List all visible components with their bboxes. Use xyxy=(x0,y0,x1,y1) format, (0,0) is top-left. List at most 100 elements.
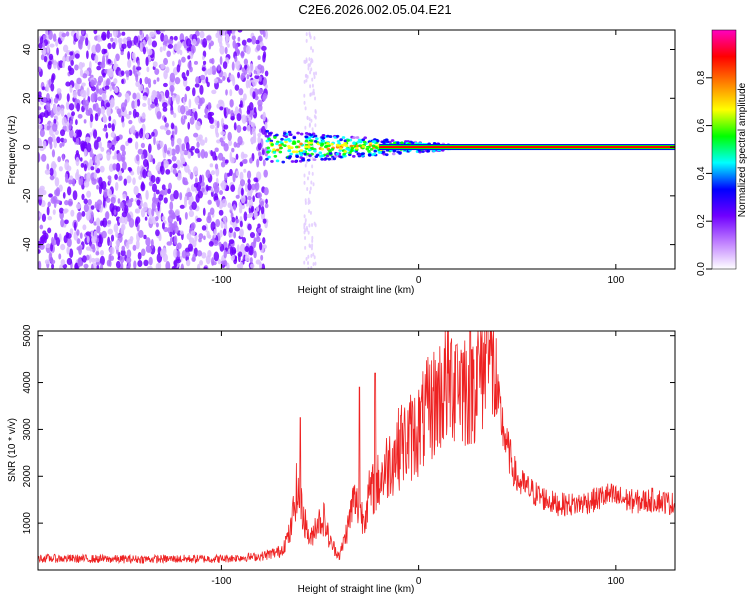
spectrogram-noise-cell xyxy=(70,209,75,217)
spectrogram-noise-cell xyxy=(156,77,160,82)
spectrogram-noise-cell xyxy=(83,263,89,269)
spectrogram-noise-cell xyxy=(97,80,102,86)
spectrogram-noise-cell xyxy=(107,236,111,247)
spectrogram-noise-cell xyxy=(70,59,74,66)
figure-title: C2E6.2026.002.05.04.E21 xyxy=(298,2,451,17)
spectrogram-signal-cell xyxy=(272,148,276,152)
spectrogram-noise-cell xyxy=(66,257,73,266)
spectrogram-noise-cell xyxy=(183,76,188,81)
spectrogram-noise-cell xyxy=(147,48,153,56)
spectrogram-noise-cell xyxy=(161,222,165,230)
spectrogram-y-label: Frequency (Hz) xyxy=(7,116,18,185)
spectrogram-signal-cell xyxy=(296,140,301,143)
spectrogram-noise-cell xyxy=(147,78,151,85)
spectrogram-noise-cell xyxy=(187,243,193,252)
spectrogram-noise-cell xyxy=(181,157,186,165)
spectrogram-noise-cell xyxy=(261,263,266,269)
spectrogram-noise-cell xyxy=(155,229,160,237)
spectrogram-signal-cell xyxy=(313,139,318,143)
spectrogram-noise-cell xyxy=(217,99,224,105)
spectrogram-noise-cell xyxy=(138,229,144,238)
spectrogram-noise-cell xyxy=(68,179,73,185)
spectrogram-noise-cell xyxy=(257,136,261,144)
spectrogram-noise-cell xyxy=(83,198,88,205)
spectrogram-noise-cell xyxy=(135,80,140,88)
spectrogram-noise-cell xyxy=(247,196,252,201)
spectrogram-noise-cell xyxy=(121,245,126,252)
spectrogram-noise-cell xyxy=(305,32,308,37)
spectrogram-noise-cell xyxy=(262,111,266,122)
spectrogram-noise-cell xyxy=(112,155,116,160)
spectrogram-noise-cell xyxy=(62,209,68,214)
spectrogram-noise-cell xyxy=(145,189,149,200)
spectrogram-noise-cell xyxy=(176,172,182,181)
spectrogram-noise-cell xyxy=(83,148,87,157)
spectrogram-noise-cell xyxy=(249,257,253,264)
spectrogram-noise-cell xyxy=(113,209,117,216)
spectrogram-noise-cell xyxy=(93,30,98,35)
spectrogram-noise-cell xyxy=(262,159,266,167)
spectrogram-noise-cell xyxy=(314,96,317,101)
snr-panel: -100 0 100 1000 2000 3000 4000 5000 Height of … xyxy=(7,324,676,595)
spectrogram-noise-cell xyxy=(165,261,171,269)
spectrogram-signal-cell xyxy=(362,140,367,144)
spectrogram-noise-cell xyxy=(83,203,89,213)
spectrogram-noise-cell xyxy=(62,44,69,53)
spectrogram-signal-cell xyxy=(278,140,283,144)
spectrogram-noise-cell xyxy=(307,66,310,71)
spectrogram-signal-cell xyxy=(355,136,360,139)
spectrogram-noise-cell xyxy=(179,49,183,56)
spectrogram-noise-cell xyxy=(60,259,66,266)
spectrogram-noise-cell xyxy=(235,60,241,70)
spectrogram-noise-cell xyxy=(44,109,49,119)
spectrogram-noise-cell xyxy=(205,255,211,265)
spectrogram-noise-cell xyxy=(100,106,106,115)
colorbar-tick-label: 0.0 xyxy=(696,262,707,276)
spectrogram-noise-cell xyxy=(42,42,46,48)
spectrogram-noise-cell xyxy=(174,76,181,85)
spectrogram-noise-cell xyxy=(231,30,236,37)
spectrogram-noise-cell xyxy=(310,57,313,62)
spectrogram-signal-cell xyxy=(270,143,275,146)
spectrogram-noise-cell xyxy=(66,246,70,255)
spectrogram-noise-cell xyxy=(231,246,237,255)
spectrogram-noise-cell xyxy=(199,30,205,39)
spectrogram-noise-cell xyxy=(56,237,60,247)
spectrogram-noise-cell xyxy=(109,33,113,38)
spectrogram-noise-cell xyxy=(183,115,188,120)
spectrogram-noise-cell xyxy=(143,234,147,240)
spectrogram-noise-cell xyxy=(307,254,310,259)
spectrogram-noise-cell xyxy=(212,181,219,190)
spectrogram-frame xyxy=(37,29,676,270)
spectrogram-noise-cell xyxy=(80,89,86,98)
spectrogram-signal-cell xyxy=(283,138,288,142)
spectrogram-noise-cell xyxy=(207,111,213,121)
spectrogram-noise-cell xyxy=(125,113,131,120)
spectrogram-noise-cell xyxy=(262,78,267,86)
spectrogram-noise-cell xyxy=(172,223,176,231)
spectrogram-noise-cell xyxy=(150,238,154,249)
spectrogram-noise-cell xyxy=(106,151,111,161)
spectrogram-noise-cell xyxy=(44,169,51,175)
spectrogram-signal-cell xyxy=(352,136,356,140)
spectrogram-noise-cell xyxy=(209,124,215,129)
spectrogram-noise-cell xyxy=(230,156,235,164)
spectrogram-noise-cell xyxy=(313,36,316,41)
spectrogram-noise-cell xyxy=(141,112,146,120)
spectrogram-noise-cell xyxy=(121,223,126,231)
spectrogram-signal-cell xyxy=(335,134,340,138)
spectrogram-signal-cell xyxy=(321,133,326,137)
spectrogram-noise-cell xyxy=(305,58,308,63)
spectrogram-noise-cell xyxy=(193,60,199,65)
spectrogram-noise-cell xyxy=(205,76,209,84)
spectrogram-noise-cell xyxy=(170,86,174,97)
spectrogram-noise-cell xyxy=(71,111,76,117)
spectrogram-noise-cell xyxy=(238,253,241,263)
spectrogram-noise-cell xyxy=(136,66,142,71)
spectrogram-signal-cell xyxy=(390,139,395,142)
spectrogram-noise-cell xyxy=(141,248,146,257)
spectrogram-signal-cell xyxy=(365,147,370,151)
spectrogram-noise-cell xyxy=(96,225,101,234)
spectrogram-noise-cell xyxy=(228,108,231,115)
spectrogram-noise-cell xyxy=(140,181,145,191)
